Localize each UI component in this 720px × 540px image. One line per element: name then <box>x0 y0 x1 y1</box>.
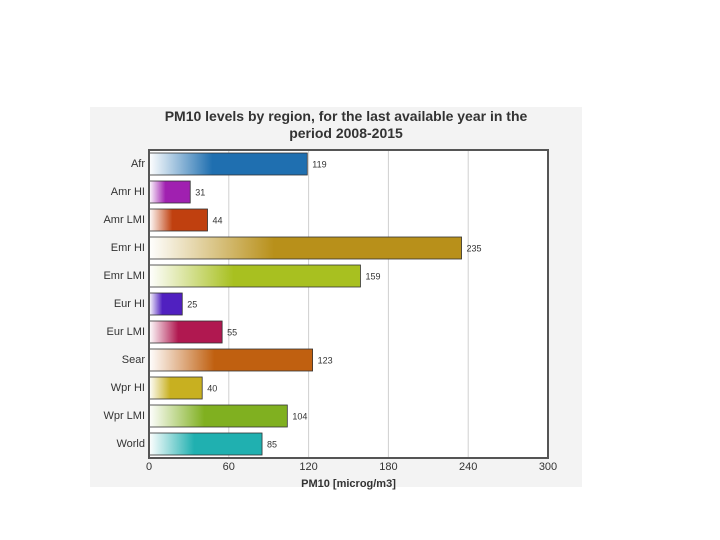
plot-frame <box>148 149 549 459</box>
value-label: 85 <box>267 439 277 449</box>
y-tick-label: Emr HI <box>111 242 145 254</box>
y-tick-label: Emr LMI <box>103 270 145 282</box>
bar <box>148 404 288 428</box>
value-label: 25 <box>187 299 197 309</box>
x-tick-label: 240 <box>459 461 477 473</box>
y-tick-label: Wpr LMI <box>103 410 145 422</box>
bar <box>148 376 203 400</box>
x-tick-label: 0 <box>146 461 152 473</box>
value-label: 235 <box>467 243 482 253</box>
y-tick-label: Eur LMI <box>106 326 145 338</box>
x-axis-label: PM10 [microg/m3] <box>301 478 396 490</box>
y-tick-label: Sear <box>122 354 146 366</box>
value-label: 104 <box>292 411 307 421</box>
bar <box>148 152 308 176</box>
value-label: 123 <box>318 355 333 365</box>
value-label: 31 <box>195 187 205 197</box>
chart-title: PM10 levels by region, for the last avai… <box>164 108 528 141</box>
bar <box>148 208 208 232</box>
value-label: 55 <box>227 327 237 337</box>
x-tick-label: 180 <box>379 461 397 473</box>
bar <box>148 292 183 316</box>
x-tick-label: 300 <box>539 461 557 473</box>
y-tick-label: Eur HI <box>114 298 145 310</box>
y-tick-label: Wpr HI <box>111 382 145 394</box>
y-tick-label: Amr HI <box>111 186 145 198</box>
value-label: 44 <box>213 215 223 225</box>
y-tick-label: Amr LMI <box>103 214 145 226</box>
bar <box>148 348 313 372</box>
value-label: 159 <box>365 271 380 281</box>
bar <box>148 432 263 456</box>
bar <box>148 264 361 288</box>
bar <box>148 320 223 344</box>
value-label: 40 <box>207 383 217 393</box>
value-label: 119 <box>312 159 326 169</box>
y-tick-label: Afr <box>131 158 145 170</box>
x-tick-label: 60 <box>223 461 235 473</box>
x-tick-label: 120 <box>299 461 317 473</box>
bar <box>148 180 191 204</box>
bar <box>148 236 462 260</box>
y-tick-label: World <box>116 438 145 450</box>
